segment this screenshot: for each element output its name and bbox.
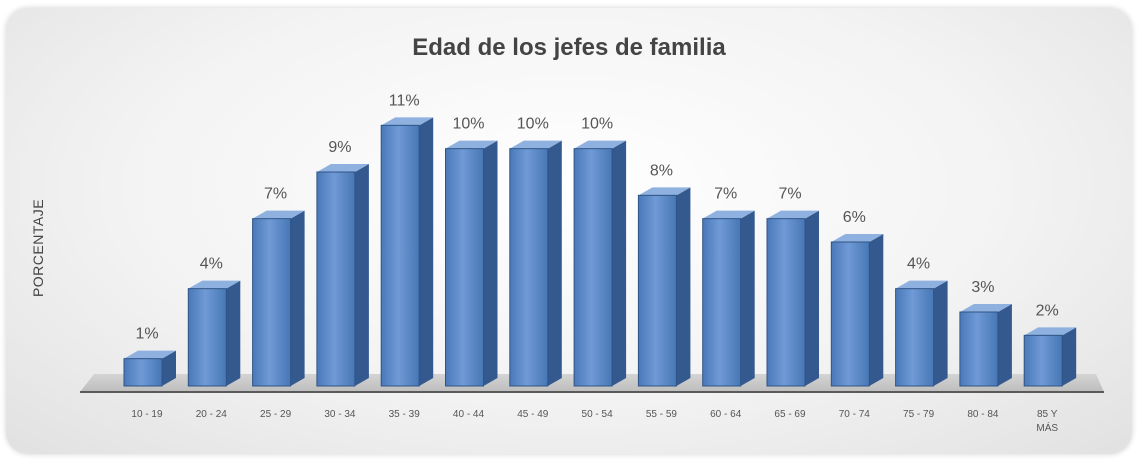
data-label: 4%: [200, 256, 223, 273]
bar-side: [547, 140, 562, 386]
bar: [316, 164, 369, 387]
data-label: 2%: [1036, 302, 1059, 319]
bar-side: [869, 234, 884, 386]
data-label: 1%: [135, 326, 158, 343]
bar-side: [612, 140, 627, 386]
x-tick-label: 35 - 39: [389, 409, 421, 420]
chart-title: Edad de los jefes de familia: [412, 34, 726, 61]
bar-top: [381, 117, 434, 126]
bar: [509, 140, 562, 387]
bar-side: [354, 164, 369, 386]
data-label: 7%: [778, 186, 801, 203]
bar: [959, 304, 1012, 387]
bar-side: [290, 210, 305, 386]
bar-side: [933, 280, 948, 386]
bar: [445, 140, 498, 387]
bar-side: [805, 210, 819, 386]
bar-front: [895, 288, 935, 387]
data-label: 3%: [971, 279, 994, 296]
bar: [1023, 327, 1077, 387]
data-label: 4%: [907, 256, 930, 273]
bar: [123, 350, 176, 387]
x-tick-label: 55 - 59: [646, 409, 678, 420]
bar-side: [740, 210, 755, 386]
bar-front: [445, 148, 484, 387]
bar-top: [124, 350, 176, 359]
bar-side: [162, 350, 176, 386]
data-label: 9%: [328, 139, 351, 156]
bar: [187, 280, 241, 387]
x-tick-label: 85 Y MÁS: [1036, 409, 1058, 434]
bar-side: [997, 304, 1012, 386]
bar-side: [483, 140, 498, 386]
x-tick-labels-group: 10 - 19 20 - 24 25 - 29 30 - 34 35 - 39 40 - …: [131, 409, 1058, 434]
bar-front: [509, 148, 549, 387]
x-tick-label: 70 - 74: [839, 409, 871, 420]
data-labels-group: 1% 4% 7% 9% 11% 10% 10% 10% 8% 7% 7% 6% 4% 3% 2%: [135, 92, 1058, 342]
x-tick-label: 75 - 79: [903, 409, 935, 420]
bar: [637, 187, 691, 387]
x-tick-label: 20 - 24: [196, 409, 228, 420]
x-tick-label: 65 - 69: [774, 409, 806, 420]
x-tick-label: 40 - 44: [453, 409, 485, 420]
bar-side: [1062, 327, 1077, 386]
bar-top: [831, 234, 884, 242]
bar-top: [188, 280, 241, 289]
bar: [895, 280, 948, 387]
bar-front: [573, 148, 613, 387]
x-tick-label: 50 - 54: [582, 409, 614, 420]
bar: [766, 210, 819, 387]
x-tick-label: 60 - 64: [710, 409, 742, 420]
bar: [380, 117, 434, 387]
data-label: 10%: [517, 116, 549, 133]
bar-side: [419, 117, 434, 386]
x-tick-label: 45 - 49: [517, 409, 549, 420]
bar: [830, 234, 884, 387]
bar-top: [702, 210, 755, 219]
bar-front: [1023, 334, 1063, 387]
data-label: 8%: [650, 162, 673, 179]
bar-front: [187, 288, 227, 387]
bar-top: [574, 140, 627, 149]
data-label: 11%: [389, 92, 420, 109]
bar-top: [445, 140, 498, 149]
data-label: 7%: [714, 186, 737, 203]
bar-front: [959, 311, 999, 387]
bars-group: [123, 117, 1077, 387]
bar-top: [252, 210, 305, 219]
bar-front: [316, 171, 356, 387]
bar-top: [638, 187, 691, 196]
x-tick-label: 10 - 19: [131, 409, 163, 420]
bar-front: [123, 358, 163, 387]
bar: [573, 140, 627, 387]
bar-top: [316, 164, 369, 172]
bar-front: [830, 241, 870, 387]
bar-top: [509, 140, 562, 149]
data-label: 6%: [843, 209, 866, 226]
bar-side: [676, 187, 691, 386]
bar-front: [380, 124, 420, 387]
x-tick-label: 25 - 29: [260, 409, 292, 420]
data-label: 7%: [264, 186, 287, 203]
bar-top: [959, 304, 1012, 312]
data-label: 10%: [581, 116, 613, 133]
bar: [702, 210, 755, 387]
data-label: 10%: [452, 116, 484, 133]
bar: [252, 210, 305, 387]
bar-top: [1024, 327, 1077, 336]
x-tick-label: 30 - 34: [324, 409, 356, 420]
bar-front: [766, 218, 806, 387]
bar-side: [226, 280, 241, 386]
bar-top: [895, 280, 948, 289]
bar-front: [637, 194, 677, 387]
bar-front: [252, 218, 292, 387]
bar-front: [702, 218, 742, 387]
x-tick-label: 80 - 84: [967, 409, 999, 420]
bar-top: [767, 210, 819, 219]
